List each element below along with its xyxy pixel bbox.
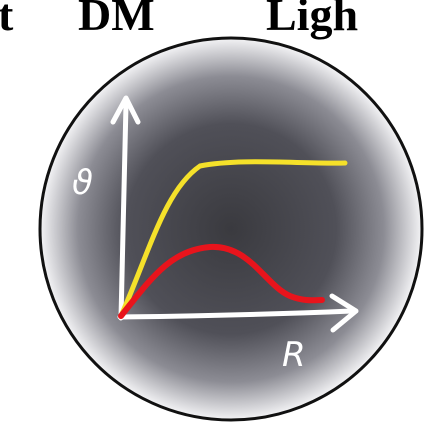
header-right: Ligh — [266, 0, 358, 40]
chalk-circle — [40, 38, 422, 420]
x-axis-label: R — [282, 335, 306, 375]
y-axis-label: ϑ — [72, 163, 93, 203]
page: {"header": {"left": "t", "middle": "DM",… — [0, 0, 427, 425]
header-left: t — [0, 0, 14, 40]
header-middle: DM — [78, 0, 155, 40]
illustration: t DM Ligh ϑ R — [0, 0, 427, 425]
